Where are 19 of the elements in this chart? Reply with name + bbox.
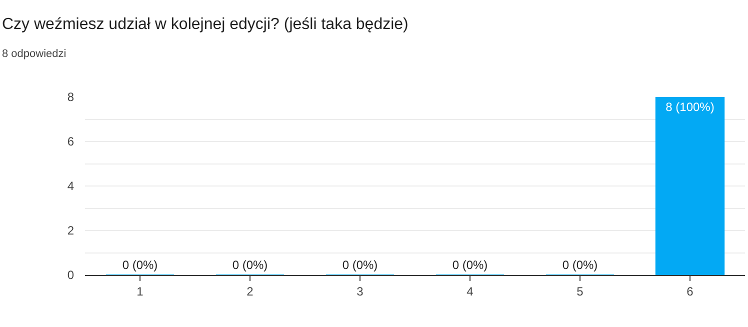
data-label: 0 (0%) <box>232 258 268 272</box>
chart-subtitle: 8 odpowiedzi <box>2 48 66 60</box>
x-tick-label: 3 <box>356 284 364 298</box>
x-tick-label: 1 <box>136 284 144 298</box>
y-tick-label: 2 <box>67 224 74 238</box>
x-tick-label: 6 <box>686 284 694 298</box>
data-label: 0 (0%) <box>342 258 378 272</box>
chart-title: Czy weźmiesz udział w kolejnej edycji? (jeśli taka będzie) <box>2 16 408 33</box>
x-tick-label: 5 <box>576 284 584 298</box>
data-label: 0 (0%) <box>562 258 598 272</box>
x-tick-label: 2 <box>246 284 254 298</box>
y-tick-label: 4 <box>67 179 74 194</box>
data-label: 0 (0%) <box>452 258 488 272</box>
y-tick-label: 8 <box>67 90 74 104</box>
y-tick-label: 0 <box>67 268 74 282</box>
y-tick-label: 6 <box>67 134 74 149</box>
data-label: 0 (0%) <box>122 258 158 272</box>
data-label: 8 (100%) <box>666 100 714 114</box>
x-tick-label: 4 <box>466 284 474 298</box>
